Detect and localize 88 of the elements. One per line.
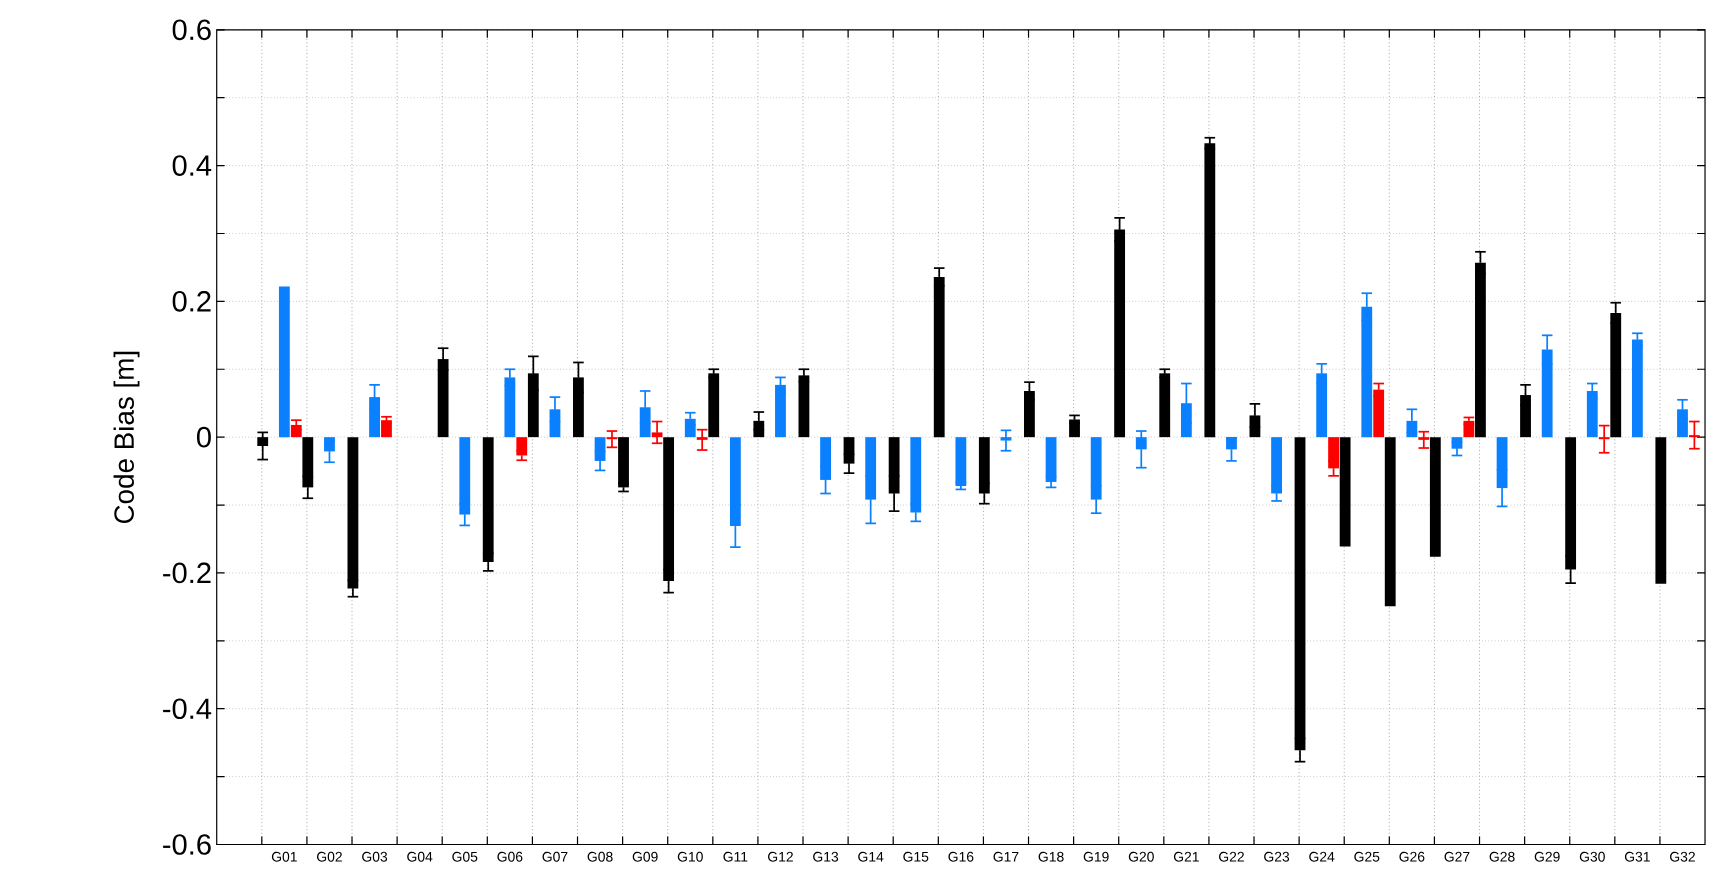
bar	[1361, 306, 1373, 438]
bar	[1655, 437, 1667, 584]
x-tick-label: G20	[1128, 851, 1154, 862]
bar	[888, 437, 900, 494]
x-tick-label: G27	[1444, 851, 1470, 862]
bar	[1384, 437, 1396, 607]
bar	[302, 437, 314, 488]
bar	[1677, 409, 1688, 438]
x-tick-label: G18	[1038, 851, 1064, 862]
y-tick-label: 0	[196, 426, 211, 448]
bar	[1565, 437, 1577, 570]
bar	[459, 437, 471, 515]
x-tick-label: G25	[1354, 851, 1380, 862]
x-tick-label: G02	[317, 851, 342, 862]
x-tick-label: G07	[542, 851, 568, 862]
bar	[1418, 437, 1430, 440]
x-tick-label: G15	[903, 851, 929, 862]
bar	[1204, 143, 1216, 438]
x-tick-label: G23	[1264, 851, 1290, 862]
x-tick-label: G06	[497, 851, 523, 862]
bar	[482, 437, 494, 562]
x-tick-label: G32	[1670, 851, 1695, 862]
bar	[820, 437, 831, 480]
bar	[663, 437, 675, 581]
y-tick-label: -0.2	[163, 562, 211, 584]
x-tick-label: G21	[1173, 851, 1199, 862]
bar	[369, 396, 380, 438]
bar	[504, 377, 516, 438]
x-tick-label: G11	[723, 851, 748, 862]
x-tick-label: G16	[948, 851, 974, 862]
bar	[278, 286, 290, 438]
bar	[1294, 437, 1306, 750]
bar	[955, 437, 967, 486]
bar	[1520, 394, 1531, 438]
x-tick-label: G03	[362, 851, 388, 862]
x-tick-label: G09	[632, 851, 658, 862]
bar	[527, 373, 539, 438]
bar	[573, 377, 584, 438]
x-tick-label: G08	[587, 851, 613, 862]
bar	[1631, 339, 1643, 438]
x-tick-label: G12	[768, 851, 793, 862]
x-tick-label: G22	[1219, 851, 1244, 862]
bar	[910, 437, 922, 513]
x-tick-label: G29	[1534, 851, 1560, 862]
x-tick-label: G19	[1083, 851, 1109, 862]
bar	[708, 373, 720, 438]
bar	[933, 276, 945, 438]
x-tick-label: G26	[1399, 851, 1425, 862]
bar	[729, 437, 741, 526]
y-axis-title: Code Bias [m]	[113, 351, 140, 523]
bar	[1316, 373, 1328, 438]
bar	[1271, 437, 1282, 494]
y-tick-label: 0.2	[172, 290, 211, 312]
bar	[1328, 437, 1339, 469]
x-tick-label: G05	[452, 851, 478, 862]
x-tick-label: G28	[1489, 851, 1515, 862]
x-tick-label: G04	[407, 851, 433, 862]
x-tick-label: G17	[993, 851, 1019, 862]
bar	[1090, 437, 1102, 500]
x-tick-label: G13	[813, 851, 839, 862]
bar	[1114, 229, 1126, 438]
bar	[1339, 437, 1351, 547]
bar	[865, 437, 877, 500]
bar	[1475, 262, 1486, 438]
bar	[1024, 390, 1035, 438]
bar	[1586, 390, 1598, 438]
bar	[1541, 349, 1553, 438]
x-tick-label: G10	[677, 851, 703, 862]
y-tick-label: 0.4	[172, 155, 212, 176]
y-tick-label: -0.4	[163, 698, 212, 719]
bar	[1610, 312, 1622, 438]
x-tick-label: G30	[1579, 851, 1605, 862]
bar	[347, 437, 359, 589]
bar	[381, 420, 392, 438]
bar	[978, 437, 990, 494]
bar	[618, 437, 629, 488]
x-tick-label: G31	[1624, 851, 1650, 862]
x-tick-label: G14	[858, 851, 884, 862]
bar	[775, 384, 786, 438]
x-tick-label: G24	[1309, 851, 1335, 862]
bar	[1159, 373, 1171, 438]
bar	[1373, 389, 1385, 438]
bar	[1069, 419, 1080, 438]
bar	[437, 358, 449, 438]
y-tick-label: -0.6	[163, 834, 211, 855]
x-tick-label: G01	[271, 851, 297, 862]
bar	[1429, 437, 1441, 557]
y-tick-label: 0.6	[172, 19, 211, 40]
